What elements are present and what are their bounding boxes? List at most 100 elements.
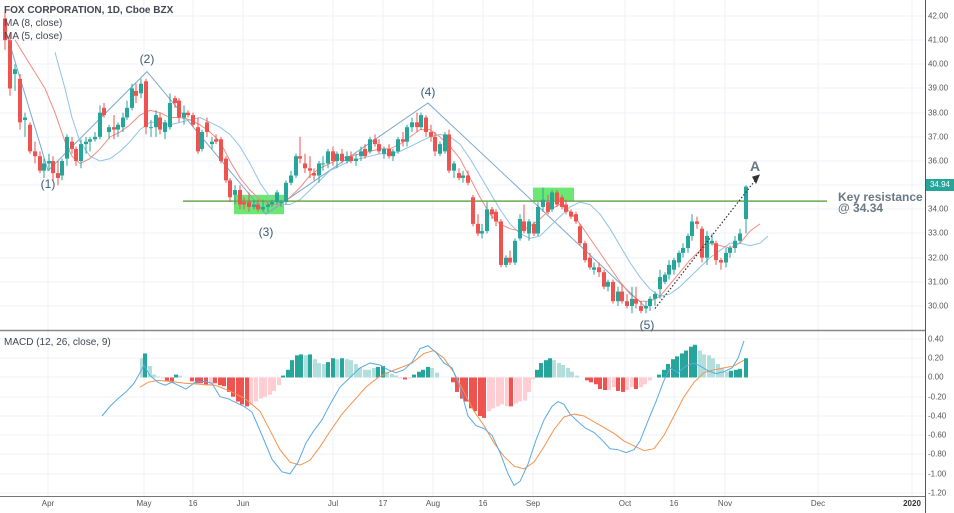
candle-body	[308, 168, 312, 171]
candle-body	[532, 223, 536, 234]
indicator-ma5[interactable]: MA (5, close)	[4, 31, 63, 42]
candle-body	[139, 83, 143, 94]
candle-body	[102, 107, 106, 116]
macd-histogram-bar	[161, 377, 165, 379]
candle-body	[349, 156, 353, 162]
candle	[74, 146, 78, 166]
price-axis-label: 38.00	[928, 108, 949, 118]
candle-body	[466, 175, 470, 183]
macd-histogram-bar	[254, 377, 258, 402]
candle-body	[597, 267, 601, 273]
candle-body	[471, 197, 475, 224]
price-axis-label: 39.00	[928, 83, 949, 93]
candle-body	[429, 132, 433, 137]
price-pane[interactable]	[3, 11, 827, 314]
ma8-line	[14, 39, 761, 302]
candle	[695, 216, 699, 229]
candle	[256, 199, 260, 212]
candle-body	[23, 117, 27, 120]
current-price-tag: 34.94	[926, 179, 954, 191]
candle-body	[461, 175, 465, 178]
candle	[270, 199, 274, 207]
candle-body	[564, 204, 568, 212]
macd-histogram-bar	[518, 377, 522, 402]
key-resistance-line2: @ 34.34	[838, 201, 884, 215]
candle	[396, 136, 400, 154]
macd-histogram-bar	[209, 377, 213, 386]
candle	[597, 262, 601, 278]
time-axis-label: Nov	[717, 499, 733, 508]
candle	[79, 139, 83, 169]
macd-histogram-bar	[548, 358, 552, 378]
macd-histogram-bar	[263, 377, 267, 397]
candle	[611, 279, 615, 304]
macd-histogram-bar	[412, 374, 416, 378]
candle	[289, 170, 293, 186]
candle-body	[648, 298, 652, 307]
candle	[224, 156, 228, 183]
macd-legend[interactable]: MACD (12, 26, close, 9)	[4, 337, 111, 348]
candle	[738, 228, 742, 244]
candle-body	[359, 151, 363, 157]
candle	[630, 286, 634, 314]
macd-histogram-bar	[403, 377, 407, 380]
candle	[719, 257, 723, 270]
chart-legend: FOX CORPORATION, 1D, Cboe BZX MA (8, clo…	[4, 4, 173, 43]
candle	[168, 93, 172, 130]
indicator-ma8[interactable]: MA (8, close)	[4, 18, 63, 29]
macd-axis-label: 0.00	[928, 372, 944, 382]
candle	[331, 146, 335, 166]
time-axis-label: Dec	[810, 499, 826, 508]
macd-histogram-bar	[707, 355, 711, 378]
candle	[70, 136, 74, 154]
price-axis-label: 31.00	[928, 277, 949, 287]
time-axis-label: 2020	[903, 499, 921, 508]
macd-pane[interactable]	[101, 340, 748, 487]
candle-body	[182, 112, 186, 118]
candle-body	[210, 141, 214, 145]
candle	[546, 194, 550, 215]
candle-body	[410, 122, 414, 128]
candle	[377, 139, 381, 154]
macd-histogram-bar	[509, 377, 513, 407]
price-axis-label: 34.00	[928, 204, 949, 214]
candle	[518, 214, 522, 241]
candle-body	[592, 267, 596, 270]
candle	[368, 136, 372, 154]
candle	[56, 161, 60, 186]
candle	[667, 260, 671, 280]
candle-body	[457, 173, 461, 178]
macd-histogram-bar	[195, 377, 199, 384]
candle	[88, 136, 92, 152]
symbol-title[interactable]: FOX CORPORATION, 1D, Cboe BZX	[4, 5, 174, 16]
macd-histogram-bar	[398, 377, 402, 379]
candle-body	[144, 81, 148, 128]
macd-histogram-bar	[639, 377, 643, 388]
candle	[710, 233, 714, 246]
macd-histogram-bar	[589, 377, 593, 383]
macd-histogram-bar	[170, 377, 174, 383]
macd-histogram-bar	[190, 377, 194, 382]
candle	[485, 202, 489, 234]
macd-histogram-bar	[363, 369, 367, 378]
candle	[429, 124, 433, 142]
candle	[228, 177, 232, 203]
candle	[733, 235, 737, 253]
macd-histogram-bar	[698, 350, 702, 378]
macd-histogram-bar	[523, 377, 527, 401]
candle	[18, 74, 22, 130]
candle-body	[219, 139, 223, 162]
macd-histogram-bar	[491, 377, 495, 409]
candle-body	[550, 192, 554, 210]
candle	[312, 168, 316, 181]
candle	[205, 117, 209, 137]
macd-histogram-bar	[335, 359, 339, 378]
candle-body	[368, 139, 372, 152]
macd-histogram-bar	[469, 377, 473, 409]
candle-body	[51, 161, 55, 174]
candle-body	[168, 103, 172, 128]
candle-body	[625, 301, 629, 307]
candle-body	[490, 209, 494, 215]
candle	[294, 153, 298, 178]
